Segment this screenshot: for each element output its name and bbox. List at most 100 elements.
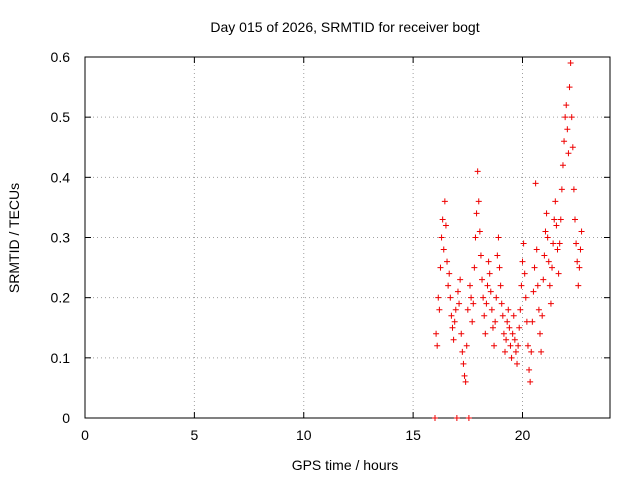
data-point — [442, 222, 449, 229]
y-axis-label: SRMTID / TECUs — [6, 183, 22, 293]
data-point — [483, 300, 490, 307]
y-tick-label: 0.6 — [51, 49, 71, 65]
data-point — [509, 330, 516, 337]
data-point — [562, 114, 569, 121]
data-point — [576, 264, 583, 271]
data-point — [499, 312, 506, 319]
data-point — [533, 246, 540, 253]
chart-title: Day 015 of 2026, SRMTID for receiver bog… — [210, 19, 479, 35]
data-point — [541, 252, 548, 259]
data-point — [434, 342, 441, 349]
data-point — [570, 186, 577, 193]
data-point — [569, 144, 576, 151]
data-point — [453, 415, 460, 421]
data-point — [480, 294, 487, 301]
data-point — [515, 342, 522, 349]
data-point — [516, 324, 523, 331]
data-point — [551, 216, 558, 223]
data-point — [470, 300, 477, 307]
data-point — [500, 330, 507, 337]
tick-layer: 0 5 10 15 20 0 0.1 0.2 0.3 0.4 0.5 0.6 — [51, 49, 610, 443]
data-point — [577, 246, 584, 253]
data-point — [545, 258, 552, 265]
y-tick-label: 0 — [62, 410, 70, 426]
data-point — [491, 342, 498, 349]
data-point — [546, 282, 553, 289]
data-point — [550, 240, 557, 247]
data-point — [482, 330, 489, 337]
data-point — [511, 336, 518, 343]
data-point — [502, 348, 508, 355]
x-axis-label: GPS time / hours — [292, 457, 399, 473]
data-point — [527, 378, 534, 385]
data-point — [538, 348, 545, 355]
grid-layer — [85, 57, 610, 418]
x-tick-label: 5 — [190, 427, 198, 443]
data-point — [557, 216, 564, 223]
data-point — [438, 234, 445, 241]
data-point — [523, 318, 530, 325]
data-point — [506, 324, 513, 331]
data-point — [519, 258, 526, 265]
data-point — [564, 126, 571, 133]
data-point — [479, 276, 486, 283]
data-point — [522, 294, 529, 301]
data-point — [559, 162, 566, 169]
data-point — [460, 360, 467, 367]
data-point — [473, 210, 480, 217]
data-point — [561, 138, 568, 145]
data-point — [578, 228, 585, 235]
data-point — [452, 306, 459, 313]
data-point — [512, 348, 519, 355]
data-point — [565, 150, 572, 157]
data-point — [440, 246, 447, 253]
data-point — [458, 330, 465, 337]
y-tick-label: 0.2 — [51, 290, 71, 306]
point-layer — [432, 60, 585, 421]
data-point — [475, 198, 482, 205]
data-point — [488, 306, 495, 313]
data-point — [544, 234, 551, 241]
data-point — [547, 300, 554, 307]
y-tick-label: 0.3 — [51, 230, 71, 246]
data-point — [487, 288, 494, 295]
data-point — [464, 306, 471, 313]
data-point — [575, 282, 582, 289]
data-point — [497, 282, 504, 289]
data-point — [528, 348, 535, 355]
data-point — [484, 282, 491, 289]
x-tick-label: 0 — [81, 427, 89, 443]
y-tick-label: 0.5 — [51, 109, 71, 125]
data-point — [439, 216, 446, 223]
data-point — [447, 294, 454, 301]
data-point — [568, 114, 575, 121]
data-point — [566, 84, 573, 91]
data-point — [444, 258, 451, 265]
data-point — [463, 342, 470, 349]
data-point — [574, 258, 581, 265]
data-point — [477, 252, 484, 259]
data-point — [454, 288, 461, 295]
data-point — [521, 270, 528, 277]
data-point — [526, 366, 533, 373]
data-point — [517, 306, 524, 313]
data-point — [472, 234, 479, 241]
data-point — [539, 312, 546, 319]
x-tick-label: 20 — [515, 427, 531, 443]
data-point — [563, 102, 570, 109]
data-point — [543, 210, 550, 217]
data-point — [436, 306, 443, 313]
data-point — [446, 270, 453, 277]
data-point — [567, 60, 574, 67]
data-point — [489, 324, 496, 331]
data-point — [556, 240, 563, 247]
data-point — [441, 198, 448, 205]
data-point — [435, 294, 442, 301]
data-point — [493, 294, 500, 301]
data-point — [531, 264, 538, 271]
data-point — [532, 180, 539, 187]
data-point — [432, 415, 438, 421]
data-point — [520, 240, 527, 247]
data-point — [498, 300, 505, 307]
data-point — [465, 415, 472, 421]
